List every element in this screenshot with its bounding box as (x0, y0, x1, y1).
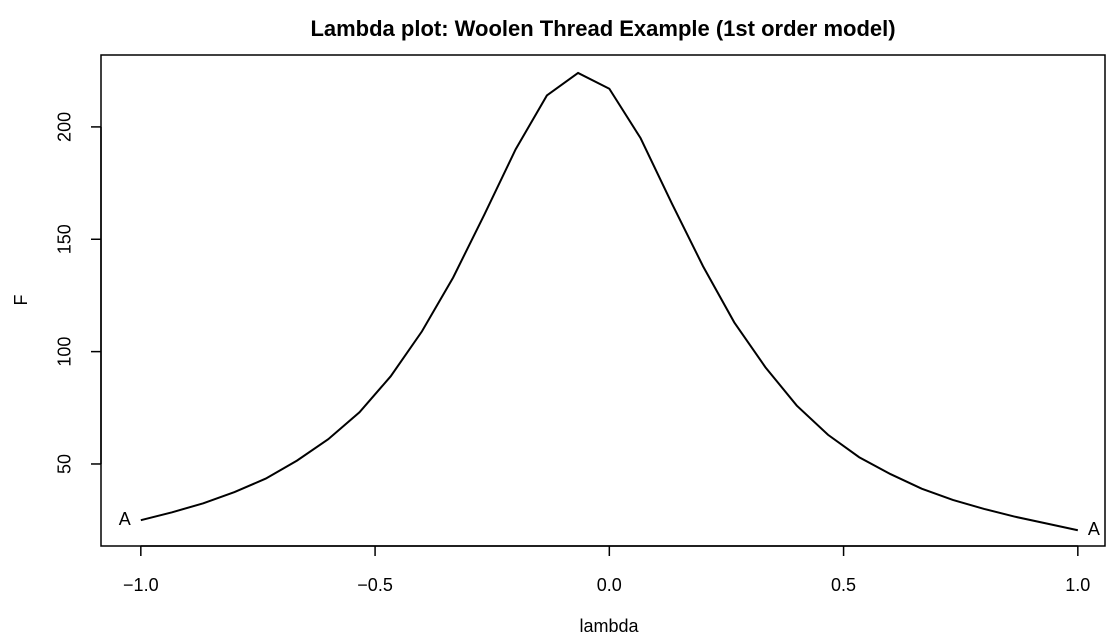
y-tick-label: 50 (55, 454, 75, 474)
plot-box (100, 54, 1106, 547)
x-axis-label: lambda (579, 616, 639, 636)
annotation: A (1088, 519, 1100, 539)
x-tick-label: 1.0 (1065, 575, 1090, 595)
y-tick-label: 100 (55, 337, 75, 367)
y-axis-label: F (11, 295, 31, 306)
y-tick-label: 150 (55, 224, 75, 254)
chart-title: Lambda plot: Woolen Thread Example (1st … (310, 16, 895, 41)
y-tick-label: 200 (55, 112, 75, 142)
x-tick-label: 0.0 (597, 575, 622, 595)
x-tick-label: −0.5 (357, 575, 393, 595)
x-tick-label: 0.5 (831, 575, 856, 595)
annotation: A (119, 509, 131, 529)
x-tick-label: −1.0 (123, 575, 159, 595)
line (140, 71, 1079, 532)
